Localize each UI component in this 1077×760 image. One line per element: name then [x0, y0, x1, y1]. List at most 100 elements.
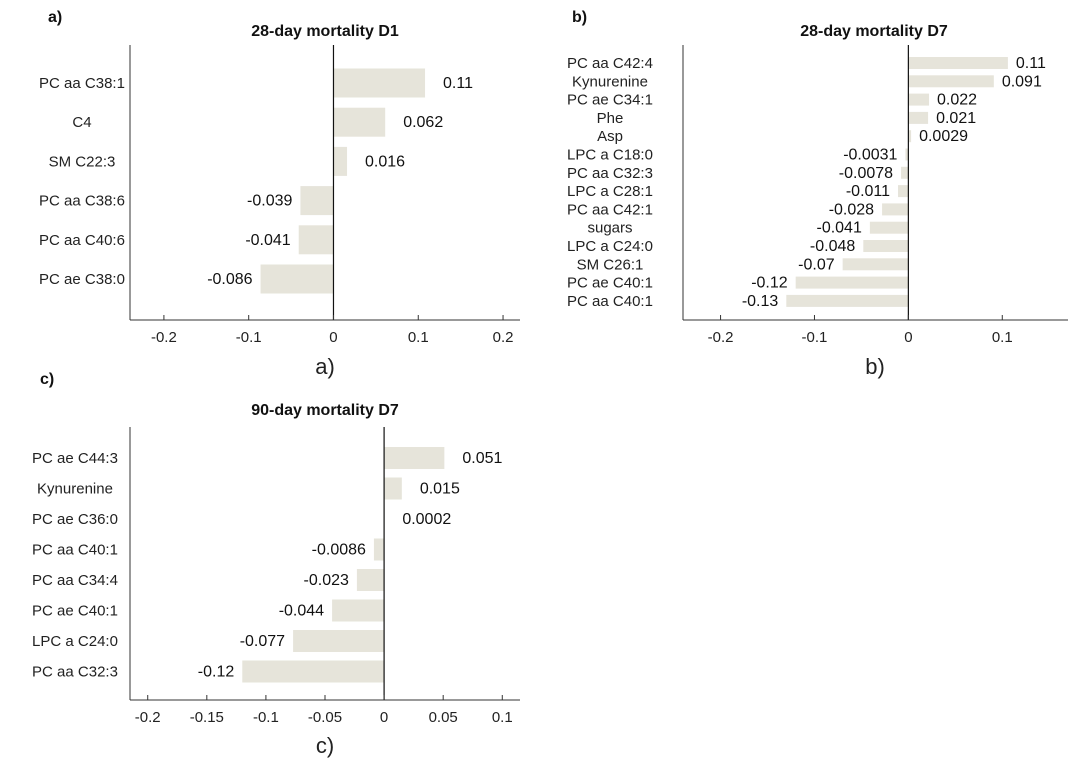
bar: [300, 186, 334, 216]
value-label: -0.0031: [843, 147, 897, 164]
bar: [333, 68, 426, 98]
bar: [901, 166, 909, 179]
category-label: PC ae C36:0: [32, 511, 118, 528]
category-label: PC ae C40:1: [567, 275, 653, 292]
category-label: PC aa C38:1: [39, 75, 125, 92]
bar: [869, 221, 909, 234]
value-label: 0.091: [1002, 73, 1042, 90]
category-label: Asp: [597, 128, 623, 145]
x-tick-label: 0: [329, 329, 337, 346]
category-label: C4: [72, 114, 91, 131]
panel-b-title: 28-day mortality D7: [800, 23, 948, 40]
value-label: -0.086: [207, 271, 252, 288]
category-label: PC aa C34:4: [32, 572, 118, 589]
bar: [333, 107, 386, 137]
value-label: -0.041: [816, 220, 861, 237]
bar: [242, 660, 385, 683]
category-label: PC aa C40:6: [39, 232, 125, 249]
value-label: -0.039: [247, 193, 292, 210]
value-label: 0.015: [420, 481, 460, 498]
category-label: PC aa C32:3: [567, 165, 653, 182]
bar: [260, 264, 334, 294]
value-label: -0.023: [304, 572, 349, 589]
bar: [863, 240, 909, 252]
value-label: 0.016: [365, 153, 405, 170]
category-label: PC aa C38:6: [39, 193, 125, 210]
value-label: 0.051: [462, 450, 502, 467]
category-label: Kynurenine: [37, 481, 113, 498]
x-tick-label: 0.05: [429, 709, 458, 726]
x-tick-label: 0.1: [492, 709, 513, 726]
bar: [356, 569, 385, 591]
value-label: -0.028: [829, 201, 874, 218]
value-label: -0.041: [245, 232, 290, 249]
panel-a-caption: a): [315, 354, 335, 379]
value-label: 0.0002: [402, 511, 451, 528]
x-tick-label: -0.05: [308, 709, 342, 726]
category-label: Kynurenine: [572, 73, 648, 90]
category-label: PC aa C40:1: [567, 293, 653, 310]
bar: [908, 75, 994, 88]
x-tick-label: -0.2: [708, 329, 734, 346]
x-tick-label: 0: [380, 709, 388, 726]
bar: [795, 276, 909, 289]
bar: [333, 146, 348, 176]
bar: [898, 185, 909, 198]
category-label: PC aa C42:1: [567, 201, 653, 218]
panel-b-plot: 0.11 PC aa C42:4 0.091 Kynurenine 0.022 PC ae…: [567, 45, 1068, 346]
x-tick-label: -0.2: [151, 329, 177, 346]
value-label: -0.12: [198, 664, 235, 681]
category-label: sugars: [587, 220, 632, 237]
category-label: SM C26:1: [577, 256, 644, 273]
bar: [298, 225, 334, 255]
value-label: 0.062: [403, 114, 443, 131]
category-label: PC ae C34:1: [567, 92, 653, 109]
panel-c-plot: 0.051 PC ae C44:3 0.015 Kynurenine 0.0002 PC …: [32, 427, 520, 726]
category-label: PC aa C42:4: [567, 55, 653, 72]
category-label: LPC a C24:0: [32, 633, 118, 650]
x-tick-label: 0.1: [992, 329, 1013, 346]
value-label: 0.11: [443, 75, 473, 92]
value-label: -0.12: [751, 275, 788, 292]
value-label: -0.048: [810, 238, 855, 255]
value-label: -0.0078: [839, 165, 893, 182]
category-label: PC aa C40:1: [32, 542, 118, 559]
panel-c-caption: c): [316, 733, 334, 758]
x-tick-label: -0.1: [802, 329, 828, 346]
category-label: LPC a C28:1: [567, 183, 653, 200]
value-label: -0.044: [279, 603, 324, 620]
category-label: PC aa C32:3: [32, 664, 118, 681]
value-label: 0.022: [937, 92, 977, 109]
bar: [908, 57, 1008, 69]
value-label: -0.07: [798, 256, 835, 273]
bar: [786, 294, 909, 307]
value-label: 0.11: [1016, 55, 1046, 72]
value-label: 0.021: [936, 110, 976, 127]
x-tick-label: -0.2: [135, 709, 161, 726]
bar: [905, 148, 909, 161]
value-label: -0.13: [742, 293, 779, 310]
x-tick-label: -0.15: [190, 709, 224, 726]
x-tick-label: -0.1: [236, 329, 262, 346]
x-tick-label: 0.2: [493, 329, 514, 346]
category-label: SM C22:3: [49, 153, 116, 170]
bar: [908, 111, 929, 124]
bar: [373, 538, 385, 561]
panel-c-title: 90-day mortality D7: [251, 402, 399, 419]
x-tick-label: 0: [904, 329, 912, 346]
panel-c-letter: c): [40, 371, 54, 388]
category-label: PC ae C40:1: [32, 603, 118, 620]
panel-b-caption: b): [865, 354, 885, 379]
category-label: PC ae C38:0: [39, 271, 125, 288]
x-tick-label: -0.1: [253, 709, 279, 726]
bar: [293, 630, 385, 652]
panel-a-letter: a): [48, 9, 62, 26]
value-label: 0.0029: [919, 128, 968, 145]
bar: [842, 258, 909, 271]
value-label: -0.077: [240, 633, 285, 650]
category-label: LPC a C18:0: [567, 147, 653, 164]
bar: [882, 203, 909, 216]
value-label: -0.0086: [312, 542, 366, 559]
bar: [384, 447, 445, 469]
